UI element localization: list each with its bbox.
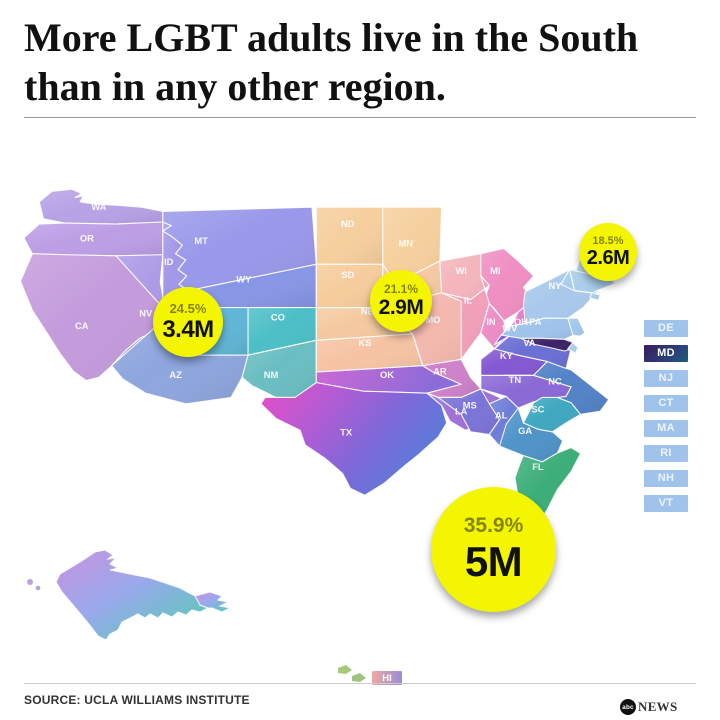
svg-text:AK: AK — [120, 563, 136, 575]
